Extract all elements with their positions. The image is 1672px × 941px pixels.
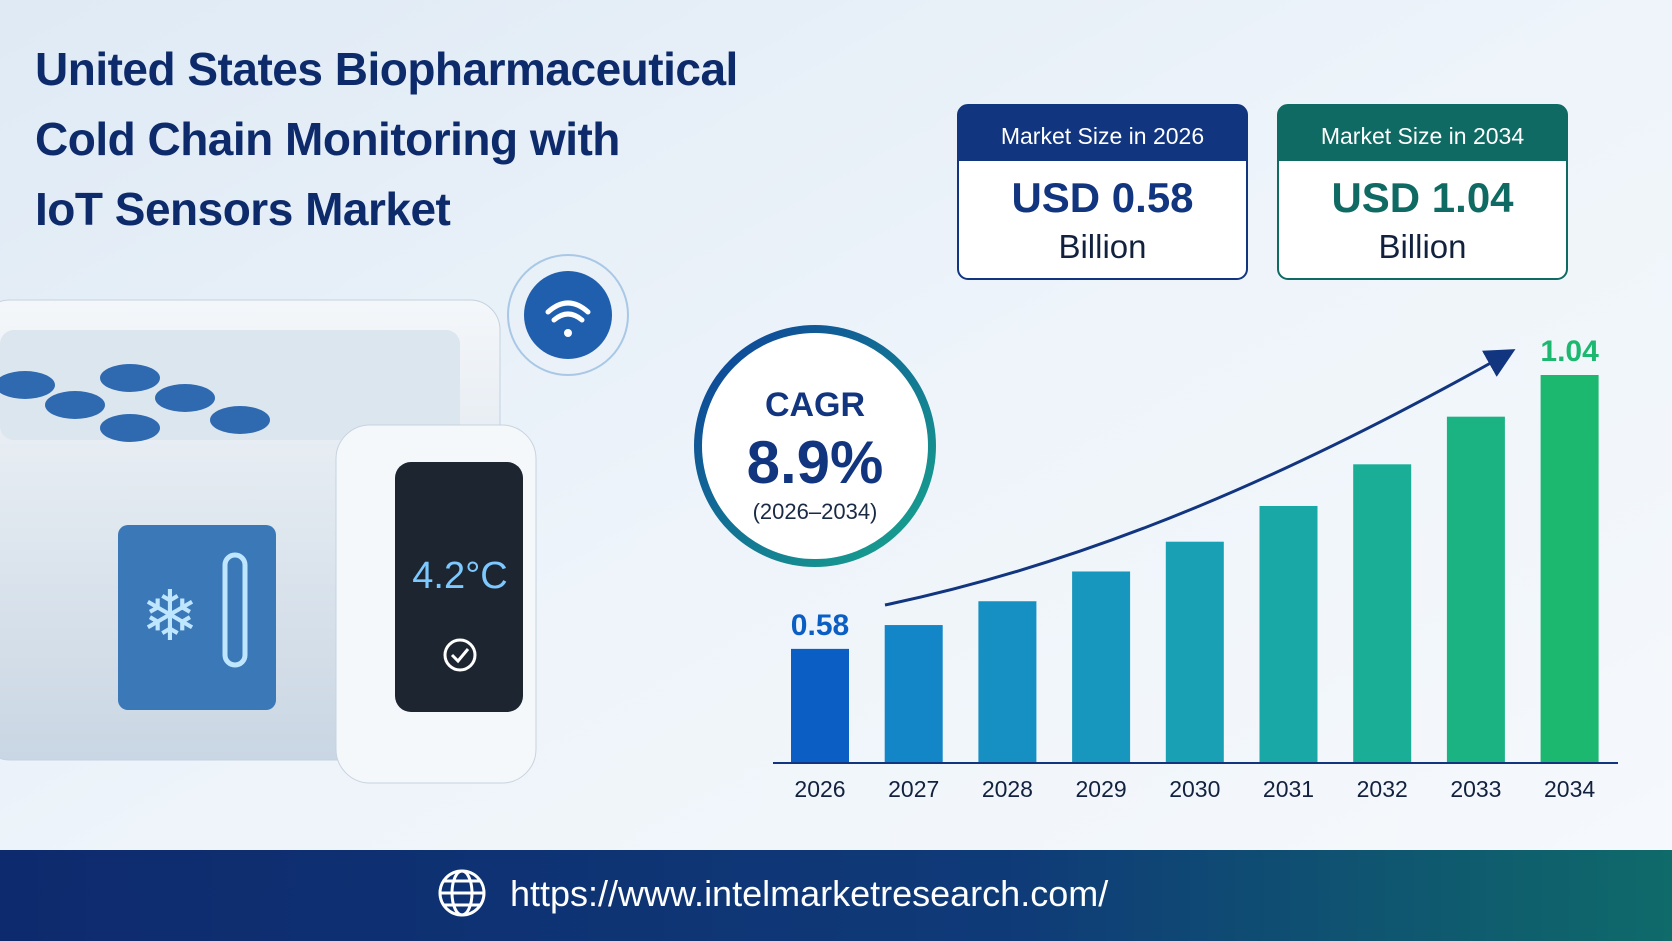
bar — [1072, 571, 1131, 762]
card-header — [1278, 105, 1567, 161]
bar — [1446, 416, 1505, 762]
bar — [791, 648, 849, 762]
cagr-circle — [694, 325, 936, 567]
x-tick-label: 2031 — [1263, 776, 1314, 802]
bar — [1353, 464, 1412, 762]
bar — [884, 625, 943, 762]
card-label: Market Size in 2034 — [1321, 123, 1524, 149]
card-unit: Billion — [1058, 228, 1146, 265]
x-tick-label: 2034 — [1544, 776, 1595, 802]
x-tick-label: 2030 — [1169, 776, 1220, 802]
illustration: ❄ — [0, 254, 629, 784]
card-unit: Billion — [1378, 228, 1466, 265]
title-line: Cold Chain Monitoring with — [35, 113, 620, 165]
cagr-label: CAGR — [765, 386, 865, 424]
x-tick-label: 2032 — [1357, 776, 1408, 802]
x-tick-label: 2027 — [888, 776, 939, 802]
footer-url: https://www.intelmarketresearch.com/ — [510, 873, 1108, 914]
bar — [1540, 375, 1599, 762]
footer — [0, 850, 1672, 941]
trend-arrow — [884, 349, 1516, 607]
bar — [978, 601, 1037, 762]
x-tick-label: 2026 — [794, 776, 845, 802]
x-tick-label: 2028 — [982, 776, 1033, 802]
title-line: IoT Sensors Market — [35, 183, 451, 235]
card-value: USD 0.58 — [1011, 174, 1193, 221]
value-label: 1.04 — [1540, 335, 1599, 368]
x-tick-label: 2029 — [1076, 776, 1127, 802]
bar — [1165, 541, 1224, 762]
bar — [1259, 505, 1318, 762]
x-tick-label: 2033 — [1450, 776, 1501, 802]
value-label: 0.58 — [791, 609, 849, 642]
title-line: United States Biopharmaceutical — [35, 43, 738, 95]
globe-icon — [438, 869, 486, 917]
device-reading: 4.2°C — [412, 555, 507, 597]
card-label: Market Size in 2026 — [1001, 123, 1204, 149]
card-header — [958, 105, 1247, 161]
card-value: USD 1.04 — [1331, 174, 1514, 221]
cagr-period: (2026–2034) — [753, 499, 878, 524]
cagr-value: 8.9% — [747, 429, 884, 496]
svg-text:❄: ❄ — [141, 577, 200, 655]
